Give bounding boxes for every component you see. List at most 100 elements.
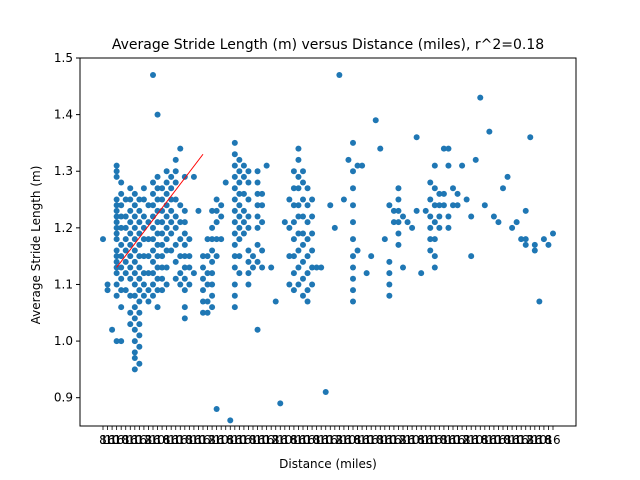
data-point bbox=[427, 224, 434, 231]
data-point bbox=[363, 270, 370, 277]
data-point bbox=[150, 179, 156, 186]
data-point bbox=[200, 287, 206, 294]
data-point bbox=[350, 264, 356, 271]
chart-title: Average Stride Length (m) versus Distanc… bbox=[112, 37, 544, 53]
data-point bbox=[186, 253, 193, 260]
x-axis: 8161016108161016128161016816101610816101… bbox=[99, 426, 561, 447]
data-point bbox=[231, 139, 238, 146]
y-tick-label: 1.0 bbox=[54, 334, 73, 348]
data-point bbox=[131, 270, 138, 277]
data-point bbox=[368, 253, 375, 260]
data-point bbox=[354, 162, 361, 169]
data-point bbox=[231, 304, 238, 311]
data-point bbox=[468, 213, 475, 220]
data-point bbox=[150, 236, 156, 243]
data-point bbox=[172, 179, 179, 186]
data-point bbox=[118, 287, 125, 294]
x-tick-label: 10 bbox=[304, 433, 319, 447]
data-point bbox=[154, 230, 161, 237]
x-tick-label: 8 bbox=[376, 433, 384, 447]
data-point bbox=[136, 287, 143, 294]
data-point bbox=[172, 196, 179, 203]
data-point bbox=[390, 219, 397, 226]
data-point bbox=[136, 241, 143, 248]
data-point bbox=[250, 264, 256, 271]
data-point bbox=[209, 304, 216, 311]
x-tick-label: 12 bbox=[391, 433, 406, 447]
data-point bbox=[304, 298, 311, 305]
data-point bbox=[445, 213, 452, 220]
data-point bbox=[413, 134, 420, 141]
x-tick-label: 16 bbox=[164, 433, 179, 447]
data-point bbox=[409, 224, 416, 231]
data-point bbox=[159, 196, 166, 203]
data-point bbox=[463, 196, 470, 203]
data-point bbox=[290, 236, 297, 243]
data-point bbox=[131, 281, 138, 288]
data-point bbox=[140, 236, 147, 243]
data-point bbox=[304, 270, 311, 277]
data-point bbox=[131, 292, 138, 299]
data-point bbox=[127, 207, 134, 214]
x-tick-label: 16 bbox=[400, 433, 415, 447]
plot-frame bbox=[79, 57, 577, 427]
data-point bbox=[236, 253, 243, 260]
x-tick-label: 8 bbox=[99, 433, 107, 447]
x-tick-label: 8 bbox=[545, 433, 553, 447]
data-point bbox=[254, 168, 261, 175]
data-point bbox=[245, 270, 252, 277]
data-point bbox=[395, 230, 402, 237]
x-tick-label: 10 bbox=[214, 433, 229, 447]
data-point bbox=[127, 264, 134, 271]
data-point bbox=[154, 275, 161, 282]
data-point bbox=[127, 253, 134, 260]
x-tick-label: 12 bbox=[327, 433, 342, 447]
data-point bbox=[113, 213, 120, 220]
y-tick-label: 0.9 bbox=[54, 391, 73, 405]
data-point bbox=[372, 117, 379, 124]
data-point bbox=[136, 298, 143, 305]
data-point bbox=[131, 326, 138, 333]
x-tick-label: 16 bbox=[109, 433, 124, 447]
data-point bbox=[118, 253, 125, 260]
y-tick-label: 1.2 bbox=[54, 221, 73, 235]
data-point bbox=[154, 219, 161, 226]
x-tick-label: 8 bbox=[272, 433, 280, 447]
data-point bbox=[163, 264, 170, 271]
data-point bbox=[350, 298, 356, 305]
x-tick-label: 8 bbox=[145, 433, 153, 447]
data-point bbox=[168, 230, 175, 237]
data-point bbox=[113, 270, 120, 277]
data-point bbox=[254, 213, 261, 220]
data-point bbox=[154, 304, 161, 311]
data-point bbox=[236, 190, 243, 197]
x-tick-label: 10 bbox=[432, 433, 447, 447]
data-point bbox=[313, 264, 320, 271]
data-point bbox=[322, 389, 329, 396]
data-point bbox=[181, 219, 188, 226]
data-point bbox=[231, 173, 238, 180]
x-tick-label: 10 bbox=[318, 433, 333, 447]
data-point bbox=[136, 332, 143, 339]
data-point bbox=[295, 230, 302, 237]
data-point bbox=[286, 281, 293, 288]
data-point bbox=[295, 264, 302, 271]
data-point bbox=[263, 162, 270, 169]
data-point bbox=[309, 247, 316, 254]
data-point bbox=[136, 275, 143, 282]
data-point bbox=[150, 190, 156, 197]
x-axis-label: Distance (miles) bbox=[279, 457, 377, 471]
data-point bbox=[431, 264, 438, 271]
data-point bbox=[386, 270, 393, 277]
data-point bbox=[345, 156, 352, 163]
data-point bbox=[145, 202, 152, 209]
data-point bbox=[113, 207, 120, 214]
x-tick-label: 16 bbox=[354, 433, 369, 447]
data-point bbox=[140, 196, 147, 203]
data-point bbox=[254, 190, 261, 197]
data-point bbox=[181, 264, 188, 271]
data-point bbox=[300, 241, 306, 248]
data-point bbox=[472, 156, 479, 163]
x-tick-label: 10 bbox=[341, 433, 356, 447]
